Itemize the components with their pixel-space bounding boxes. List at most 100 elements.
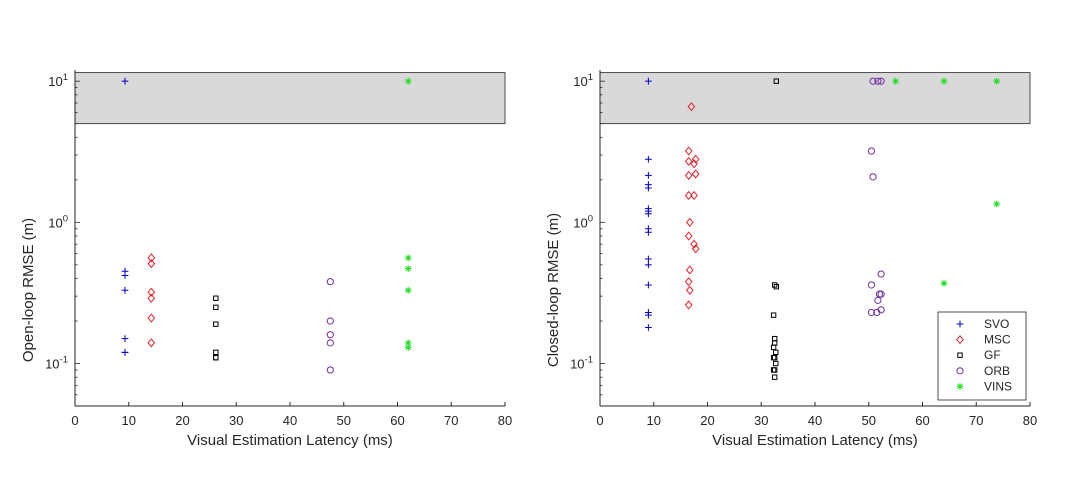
right-svo-point bbox=[644, 311, 652, 319]
right-x-tick-label: 60 bbox=[915, 413, 929, 428]
left-x-tick-label: 10 bbox=[122, 413, 136, 428]
legend-gf-marker bbox=[957, 352, 963, 358]
right-vins-point bbox=[940, 77, 948, 85]
legend-vins-marker bbox=[956, 383, 964, 390]
right-orb-point bbox=[877, 77, 885, 85]
right-x-tick-label: 30 bbox=[754, 413, 768, 428]
legend-orb-marker bbox=[956, 367, 964, 375]
left-ticks: 0 10 20 30 40 50 60 70 80 10-1 100 101 bbox=[45, 72, 512, 428]
right-vins-point bbox=[993, 77, 1001, 85]
right-gf-point bbox=[773, 78, 779, 84]
right-orb-point bbox=[867, 147, 876, 155]
left-x-tick-label: 0 bbox=[71, 413, 78, 428]
left-svo-point bbox=[121, 272, 129, 279]
legend-svo-marker bbox=[956, 320, 964, 328]
right-gf-point bbox=[771, 354, 778, 361]
right-msc-point bbox=[691, 154, 700, 164]
left-vins-point bbox=[404, 344, 412, 351]
left-y-tick-label: 10-1 bbox=[45, 355, 68, 372]
right-x-tick-label: 20 bbox=[700, 413, 714, 428]
right-msc-point bbox=[685, 285, 694, 295]
left-svo-point bbox=[121, 77, 129, 85]
left-svo-point bbox=[121, 348, 129, 356]
right-y-tick-label: 10-1 bbox=[570, 355, 593, 372]
left-msc-point bbox=[147, 338, 156, 348]
left-orb-point bbox=[326, 317, 334, 325]
right-gf-point bbox=[771, 367, 778, 373]
right-svo-point bbox=[644, 210, 652, 218]
left-vins-point bbox=[404, 339, 412, 347]
left-x-tick-label: 20 bbox=[175, 413, 189, 428]
left-orb-point bbox=[326, 331, 334, 339]
right-orb-point bbox=[877, 290, 885, 298]
legend-box bbox=[937, 311, 1027, 401]
right-svo-point bbox=[644, 184, 652, 192]
right-msc-point bbox=[684, 300, 693, 310]
right-svo-point bbox=[644, 77, 652, 85]
left-msc-point bbox=[147, 287, 156, 297]
left-svo-point bbox=[121, 286, 129, 294]
right-msc-point bbox=[690, 239, 698, 249]
right-msc-point bbox=[685, 265, 694, 275]
legend-vins-label: VINS bbox=[984, 379, 1012, 393]
legend-gf-label: GF bbox=[984, 348, 1001, 362]
right-msc-point bbox=[685, 217, 694, 227]
right-svo-point bbox=[644, 172, 652, 179]
right-svo-point bbox=[644, 324, 652, 331]
left-vins-point bbox=[404, 77, 412, 85]
left-vins-point bbox=[404, 286, 412, 294]
right-orb-point bbox=[877, 270, 885, 278]
right-orb-point bbox=[867, 281, 876, 289]
left-gf-point bbox=[213, 321, 219, 327]
left-x-axis-label: Visual Estimation Latency (ms) bbox=[187, 432, 393, 449]
legend-msc-label: MSC bbox=[984, 333, 1011, 347]
right-msc-point bbox=[684, 170, 693, 180]
right-msc-point bbox=[684, 231, 693, 241]
left-x-tick-label: 60 bbox=[390, 413, 404, 428]
right-vins-point bbox=[993, 200, 1001, 208]
left-vins-point bbox=[404, 265, 412, 273]
right-orb-point bbox=[869, 173, 877, 181]
left-orb-point bbox=[326, 339, 334, 347]
right-svo-point bbox=[644, 281, 652, 289]
right-chart: 0 10 20 30 40 50 60 70 80 10-1 100 101 Visual Estim… bbox=[545, 70, 1037, 449]
right-orb-point bbox=[873, 308, 881, 317]
right-vins-point bbox=[892, 77, 900, 85]
right-orb-point bbox=[869, 77, 877, 85]
left-x-tick-label: 40 bbox=[283, 413, 297, 428]
right-msc-point bbox=[691, 169, 700, 179]
right-gf-point bbox=[770, 344, 777, 351]
left-shaded-band bbox=[74, 72, 506, 125]
right-svo-point bbox=[644, 261, 652, 269]
right-shaded-band bbox=[599, 72, 1031, 125]
right-x-tick-label: 70 bbox=[969, 413, 983, 428]
right-msc-point bbox=[684, 277, 693, 287]
left-gf-point bbox=[213, 349, 219, 356]
right-msc-point bbox=[690, 190, 698, 201]
right-msc-point bbox=[684, 190, 693, 201]
left-marks bbox=[121, 77, 412, 374]
left-y-tick-label: 101 bbox=[48, 72, 68, 89]
legend-svo-label: SVO bbox=[984, 317, 1009, 331]
left-vins-point bbox=[404, 254, 412, 262]
left-svo-point bbox=[121, 335, 129, 343]
right-svo-point bbox=[644, 228, 652, 236]
left-plot-area bbox=[75, 70, 505, 406]
right-gf-point bbox=[773, 284, 779, 290]
right-ticks: 0 10 20 30 40 50 60 70 80 10-1 100 101 bbox=[570, 72, 1037, 428]
left-x-tick-label: 50 bbox=[337, 413, 351, 428]
left-orb-point bbox=[326, 366, 334, 374]
right-msc-point bbox=[687, 102, 696, 112]
left-gf-point bbox=[213, 304, 219, 311]
right-gf-point bbox=[770, 312, 777, 318]
right-y-tick-label: 101 bbox=[573, 72, 593, 89]
right-orb-point bbox=[874, 296, 882, 304]
right-gf-point bbox=[773, 349, 779, 356]
left-msc-point bbox=[147, 293, 156, 303]
right-x-tick-label: 80 bbox=[1023, 413, 1037, 428]
right-svo-point bbox=[644, 255, 652, 263]
left-y-axis-label: Open-loop RMSE (m) bbox=[20, 218, 37, 362]
legend-msc-marker bbox=[956, 335, 964, 345]
